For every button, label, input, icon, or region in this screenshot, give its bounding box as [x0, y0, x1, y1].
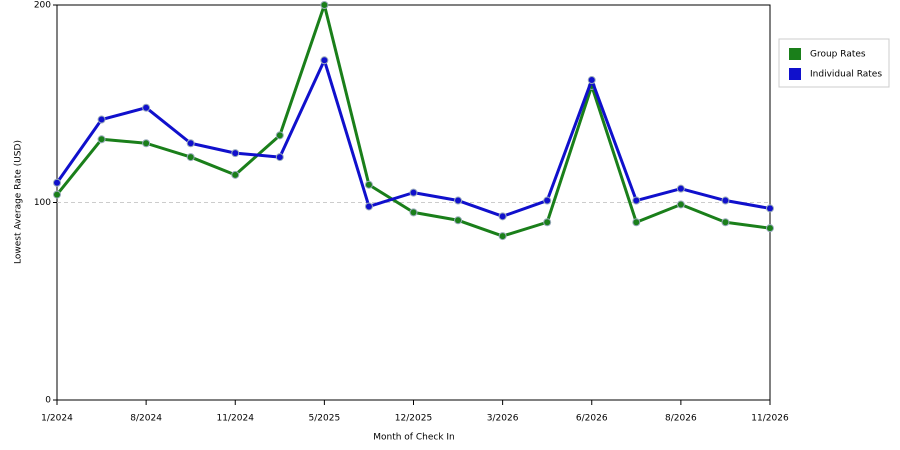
point [543, 196, 552, 205]
x-tick-label: 6/2026 [576, 414, 608, 424]
point [364, 202, 373, 211]
point [454, 216, 463, 225]
point [186, 153, 195, 162]
x-tick-label: 8/2024 [130, 414, 162, 424]
point [231, 170, 240, 179]
point [766, 224, 774, 233]
x-tick-label: 12/2025 [395, 414, 432, 424]
point [409, 188, 418, 197]
legend-label: Individual Rates [810, 70, 882, 80]
point [543, 218, 552, 227]
point [721, 196, 730, 205]
legend-swatch [789, 48, 801, 60]
y-tick-label: 100 [34, 198, 51, 208]
x-axis-label: Month of Check In [373, 433, 455, 443]
x-tick-label: 3/2026 [487, 414, 519, 424]
point [53, 190, 61, 199]
point [97, 115, 106, 124]
point [142, 139, 151, 148]
x-tick-label: 5/2025 [309, 414, 341, 424]
point [454, 196, 463, 205]
x-tick-label: 1/2024 [41, 414, 73, 424]
y-tick-label: 200 [34, 1, 51, 11]
legend-label: Group Rates [810, 50, 866, 60]
point [142, 103, 151, 112]
y-axis-label: Lowest Average Rate (USD) [14, 140, 24, 264]
point [676, 184, 685, 193]
x-tick-label: 11/2024 [217, 414, 255, 424]
x-tick-label: 8/2026 [665, 414, 697, 424]
point [97, 135, 106, 144]
point [676, 200, 685, 209]
point [186, 139, 195, 148]
point [231, 149, 240, 158]
point [53, 178, 61, 187]
point [275, 153, 284, 162]
point [587, 76, 596, 85]
point [364, 180, 373, 189]
point [498, 212, 507, 221]
point [721, 218, 730, 227]
y-tick-label: 0 [45, 396, 51, 406]
point [766, 204, 774, 213]
point [632, 218, 641, 227]
point [275, 131, 284, 140]
point [320, 1, 329, 9]
x-tick-label: 11/2026 [751, 414, 789, 424]
point [409, 208, 418, 217]
point [498, 232, 507, 241]
point [632, 196, 641, 205]
legend-swatch [789, 68, 801, 80]
point [320, 56, 329, 65]
